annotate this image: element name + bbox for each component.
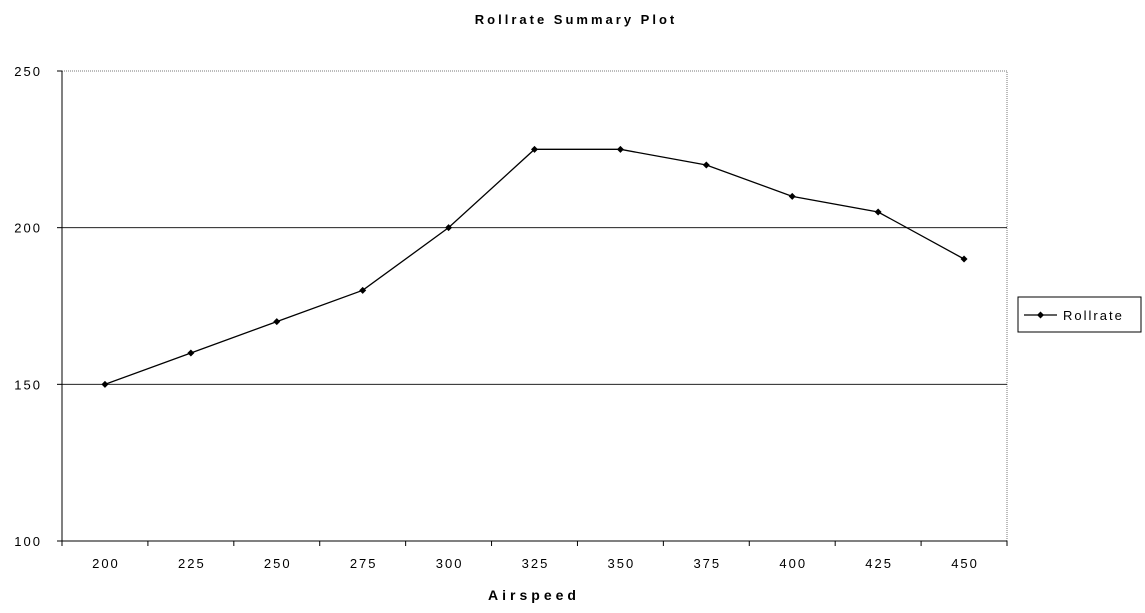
gridlines (62, 227, 1007, 385)
y-tick-label: 150 (14, 377, 42, 392)
data-point (788, 192, 796, 200)
legend: Rollrate (1017, 296, 1142, 333)
x-tick-label: 250 (264, 556, 292, 571)
data-point (359, 286, 367, 294)
x-tick-label: 200 (92, 556, 120, 571)
y-tick-label: 200 (14, 221, 42, 236)
legend-label: Rollrate (1063, 308, 1124, 323)
x-tick-label: 275 (350, 556, 378, 571)
x-axis-title: Airspeed (488, 587, 580, 603)
data-point (273, 318, 281, 326)
data-point (616, 145, 624, 153)
plot-frame (61, 70, 1008, 542)
data-point (187, 349, 195, 357)
x-axis: 200 225 250 275 300 325 350 375 400 425 450 (61, 540, 1008, 571)
series-layer (101, 145, 968, 388)
x-tick-label: 225 (178, 556, 206, 571)
data-point (874, 208, 882, 216)
x-tick-label: 325 (522, 556, 550, 571)
x-tick-label: 425 (865, 556, 893, 571)
data-point (531, 145, 538, 153)
data-point (101, 380, 109, 388)
x-tick-label: 300 (436, 556, 464, 571)
data-point (445, 224, 453, 232)
y-axis: 100 150 200 250 (14, 64, 63, 549)
data-point (702, 161, 710, 169)
x-tick-label: 375 (693, 556, 721, 571)
x-tick-label: 400 (779, 556, 807, 571)
x-tick-label: 450 (951, 556, 979, 571)
y-tick-label: 250 (14, 64, 42, 79)
data-point (960, 255, 968, 263)
chart-title: Rollrate Summary Plot (475, 12, 677, 27)
x-tick-label: 350 (608, 556, 636, 571)
legend-marker (1037, 311, 1044, 319)
series-line (104, 148, 965, 385)
y-tick-label: 100 (14, 534, 42, 549)
plot-area: 100 150 200 250 200 225 250 275 300 325 350 375 400… (14, 64, 1008, 571)
